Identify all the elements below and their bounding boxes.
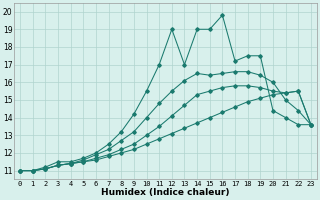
X-axis label: Humidex (Indice chaleur): Humidex (Indice chaleur) [101, 188, 230, 197]
